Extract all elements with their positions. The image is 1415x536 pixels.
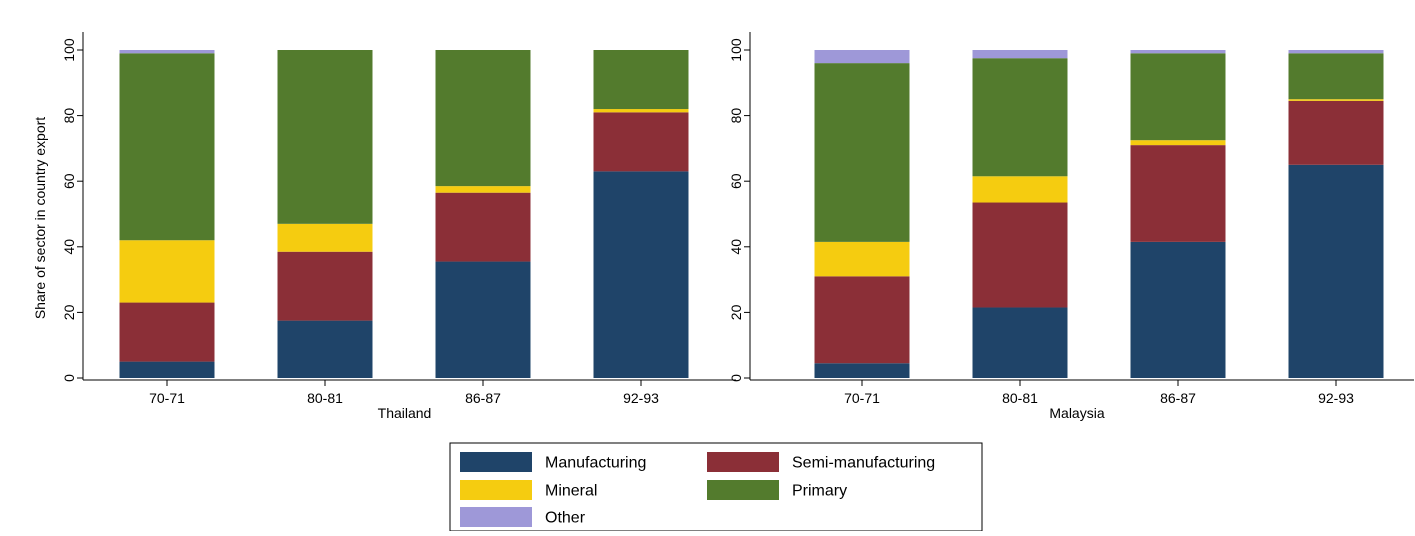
- bar-segment-semi-manufacturing-86-87: [435, 192, 531, 262]
- x-tick-label: 80-81: [307, 390, 343, 406]
- bar-segment-primary-80-81: [277, 50, 373, 224]
- bar-segment-mineral-80-81: [277, 223, 373, 252]
- y-tick-label: 80: [728, 108, 744, 124]
- bar-segment-manufacturing-80-81: [972, 307, 1068, 378]
- legend: Manufacturing Semi-manufacturing Mineral Pr…: [449, 442, 983, 532]
- bar-segment-semi-manufacturing-80-81: [277, 251, 373, 321]
- bar-segment-primary-70-71: [814, 63, 910, 242]
- x-tick-label: 86-87: [465, 390, 501, 406]
- x-axis-title: Malaysia: [1049, 405, 1104, 421]
- y-tick-label: 20: [61, 304, 77, 320]
- legend-label-primary: Primary: [792, 483, 847, 500]
- x-tick-label: 92-93: [1318, 390, 1354, 406]
- legend-label-mineral: Mineral: [545, 483, 597, 500]
- chart-panel-1: 0 20 40 60 80 100 70-71 80-81 86-87 92-93 Malaysia: [728, 32, 1414, 421]
- bar-segment-primary-70-71: [119, 53, 215, 241]
- chart-panels: 0 20 40 60 80 100 Share of sector in country e…: [32, 32, 1414, 421]
- bar-segment-semi-manufacturing-92-93: [593, 112, 689, 172]
- y-tick-label: 20: [728, 304, 744, 320]
- bar-segment-mineral-70-71: [119, 240, 215, 303]
- y-axis-title: Share of sector in country export: [32, 117, 48, 319]
- bar-segment-manufacturing-86-87: [435, 261, 531, 378]
- legend-label-semi-manufacturing: Semi-manufacturing: [792, 455, 935, 472]
- bar-segment-mineral-92-93: [593, 109, 689, 113]
- x-tick-label: 80-81: [1002, 390, 1038, 406]
- x-tick-label: 92-93: [623, 390, 659, 406]
- bar-segment-semi-manufacturing-70-71: [119, 302, 215, 362]
- bar-segment-manufacturing-92-93: [593, 171, 689, 378]
- y-tick-label: 0: [728, 374, 744, 382]
- bar-segment-other-86-87: [1130, 50, 1226, 54]
- bar-segment-other-70-71: [119, 50, 215, 54]
- y-tick-label: 60: [728, 173, 744, 189]
- legend-swatch-manufacturing: [460, 452, 532, 472]
- bar-segment-mineral-92-93: [1288, 99, 1384, 101]
- bar-segment-other-80-81: [972, 50, 1068, 59]
- bar-segment-mineral-86-87: [1130, 140, 1226, 146]
- legend-swatch-primary: [707, 480, 779, 500]
- y-tick-label: 40: [728, 239, 744, 255]
- bar-segment-primary-92-93: [1288, 53, 1384, 100]
- chart-panel-0: 0 20 40 60 80 100 Share of sector in country e…: [32, 32, 736, 421]
- x-tick-label: 70-71: [149, 390, 185, 406]
- bar-segment-mineral-70-71: [814, 241, 910, 277]
- bar-segment-manufacturing-80-81: [277, 320, 373, 378]
- bar-segment-primary-86-87: [435, 50, 531, 187]
- bar-segment-semi-manufacturing-80-81: [972, 202, 1068, 308]
- y-tick-label: 80: [61, 108, 77, 124]
- bar-segment-other-70-71: [814, 50, 910, 64]
- x-tick-label: 70-71: [844, 390, 880, 406]
- y-tick-label: 40: [61, 239, 77, 255]
- bar-segment-primary-86-87: [1130, 53, 1226, 141]
- bar-segment-primary-92-93: [593, 50, 689, 110]
- y-tick-label: 60: [61, 173, 77, 189]
- legend-label-manufacturing: Manufacturing: [545, 455, 646, 472]
- bar-segment-manufacturing-70-71: [814, 363, 910, 378]
- bar-segment-manufacturing-92-93: [1288, 164, 1384, 378]
- legend-label-other: Other: [545, 510, 586, 527]
- bar-segment-mineral-80-81: [972, 176, 1068, 203]
- x-axis-title: Thailand: [378, 405, 432, 421]
- legend-swatch-mineral: [460, 480, 532, 500]
- y-tick-label: 100: [728, 38, 744, 62]
- bar-segment-semi-manufacturing-86-87: [1130, 145, 1226, 242]
- bar-segment-semi-manufacturing-70-71: [814, 276, 910, 364]
- legend-swatch-semi-manufacturing: [707, 452, 779, 472]
- legend-swatch-other: [460, 507, 532, 527]
- bar-segment-primary-80-81: [972, 58, 1068, 177]
- bar-segment-manufacturing-70-71: [119, 361, 215, 378]
- bar-segment-semi-manufacturing-92-93: [1288, 100, 1384, 165]
- y-tick-label: 100: [61, 38, 77, 62]
- x-tick-label: 86-87: [1160, 390, 1196, 406]
- bar-segment-manufacturing-86-87: [1130, 241, 1226, 378]
- y-tick-label: 0: [61, 374, 77, 382]
- bar-segment-other-92-93: [1288, 50, 1384, 54]
- bar-segment-mineral-86-87: [435, 186, 531, 193]
